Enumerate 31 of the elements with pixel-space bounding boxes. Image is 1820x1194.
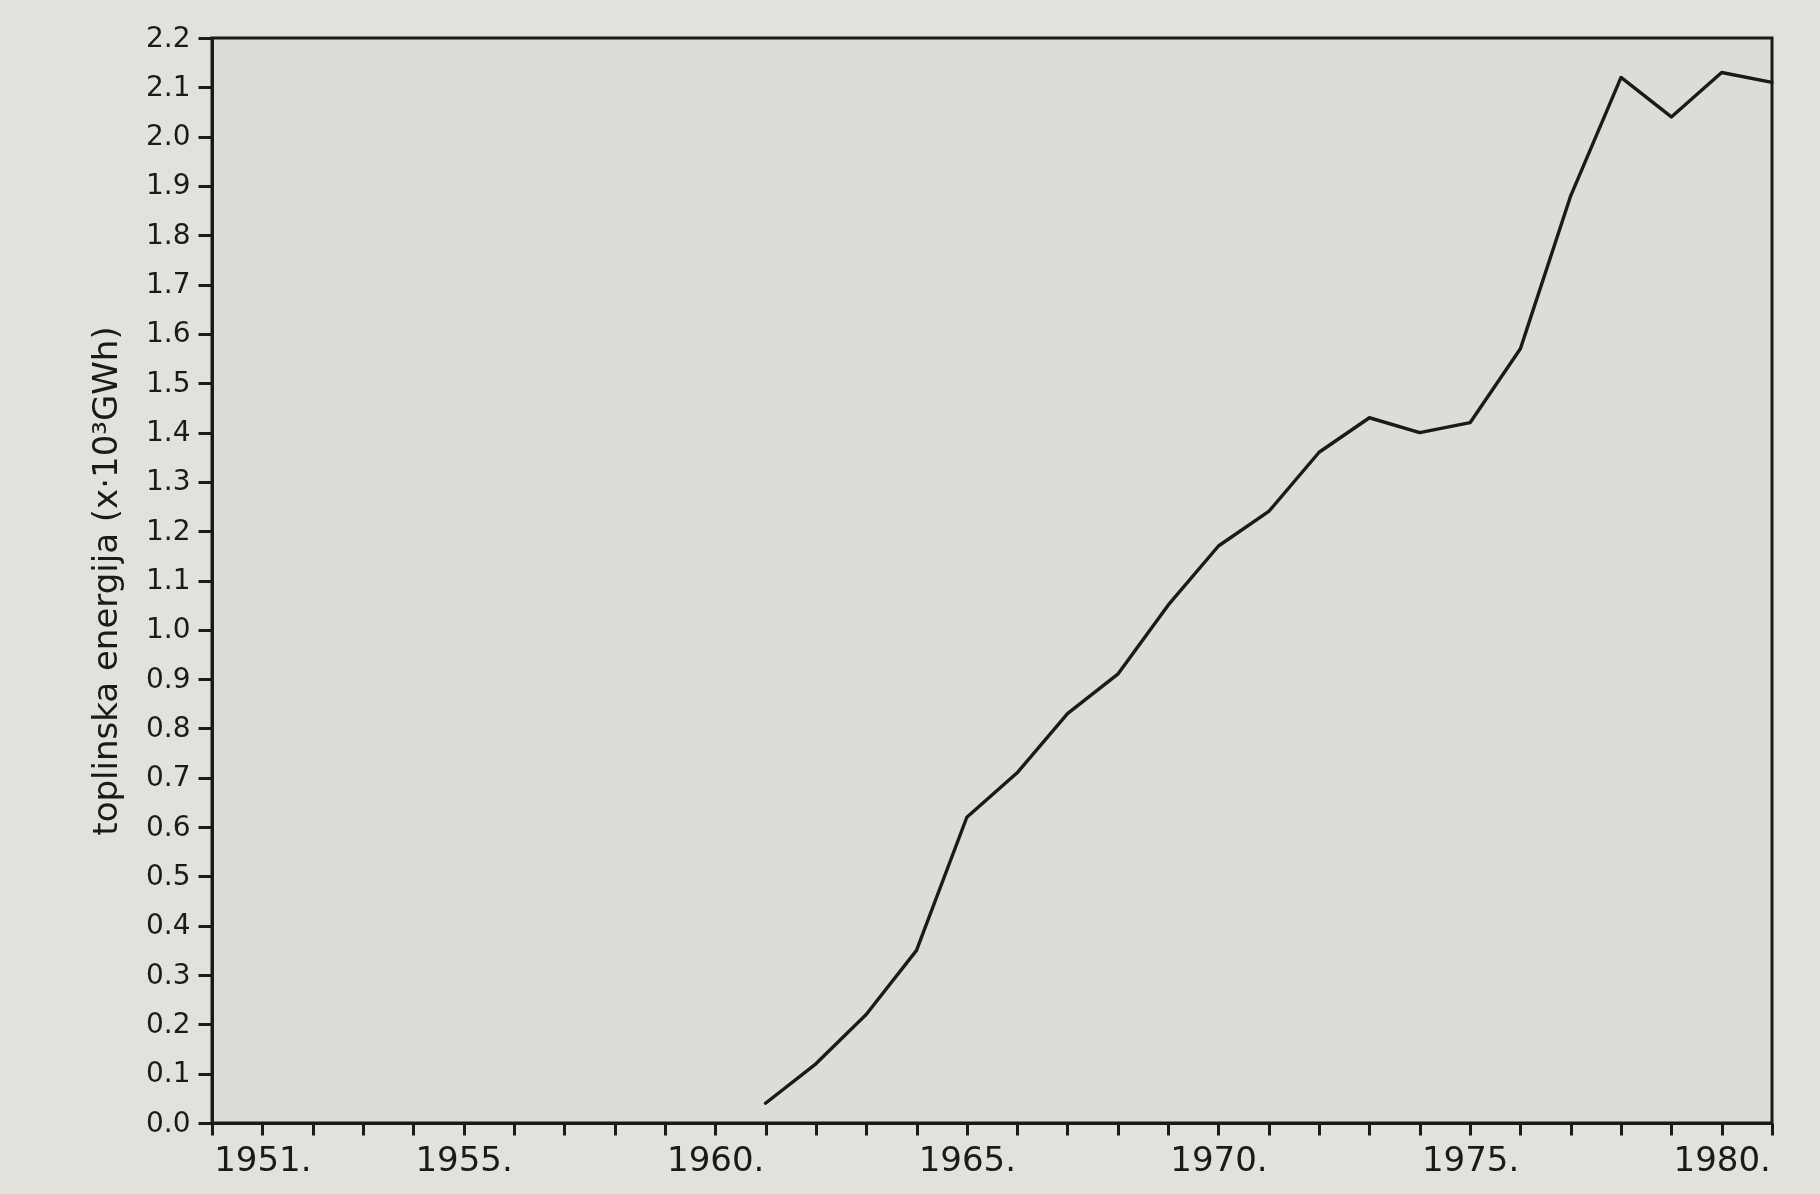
y-tick-label: 1.1	[145, 563, 191, 596]
y-axis-title: toplinska energija (x·10³GWh)	[84, 326, 125, 836]
x-tick-label: 1955.	[415, 1138, 513, 1179]
y-tick-label: 2.1	[145, 69, 191, 103]
x-tick-label: 1975.	[1421, 1138, 1520, 1179]
x-tick-label: 1980.	[1673, 1138, 1771, 1179]
y-tick-label: 1.3	[145, 464, 191, 498]
x-tick-label: 1951.	[214, 1138, 312, 1179]
y-tick-label: 2.2	[145, 20, 191, 54]
y-tick-label: 1.2	[145, 513, 191, 547]
y-tick-label: 1.6	[145, 316, 191, 350]
y-tick-label: 1.8	[145, 217, 191, 251]
y-tick-label: 0.9	[145, 661, 191, 695]
y-tick-label: 0.0	[145, 1105, 191, 1139]
y-tick-label: 0.3	[145, 957, 191, 991]
y-tick-label: 1.0	[145, 612, 191, 646]
y-tick-label: 0.7	[145, 760, 191, 794]
y-tick-label: 0.8	[145, 710, 191, 744]
y-tick-label: 2.0	[145, 119, 191, 153]
y-tick-label: 0.1	[145, 1056, 191, 1090]
y-tick-label: 1.9	[145, 168, 191, 202]
y-tick-label: 0.5	[145, 858, 191, 892]
y-tick-label: 0.6	[145, 809, 191, 843]
x-tick-label: 1965.	[918, 1138, 1017, 1179]
x-tick-label: 1960.	[667, 1138, 765, 1179]
y-tick-label: 0.4	[145, 908, 191, 942]
y-tick-label: 0.2	[145, 1006, 191, 1040]
x-tick-label: 1970.	[1170, 1138, 1268, 1179]
y-tick-label: 1.7	[145, 267, 191, 301]
y-tick-label: 1.5	[145, 365, 191, 399]
y-tick-label: 1.4	[145, 415, 191, 449]
